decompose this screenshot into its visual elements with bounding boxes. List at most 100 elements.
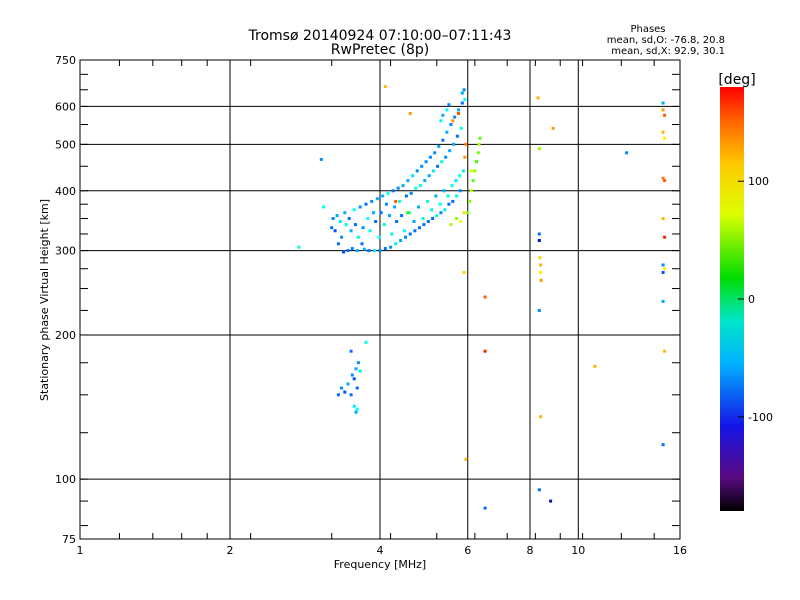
data-point — [460, 101, 464, 105]
data-point — [483, 506, 487, 510]
data-point — [355, 407, 359, 411]
data-point — [536, 96, 540, 100]
data-point — [537, 488, 541, 492]
data-point — [346, 382, 350, 386]
data-point — [367, 249, 371, 253]
data-point — [344, 223, 348, 227]
data-point — [423, 179, 427, 183]
data-point — [368, 229, 372, 233]
data-point — [338, 220, 342, 223]
data-point — [625, 151, 629, 155]
x-tick-label: 6 — [464, 544, 471, 557]
data-point — [661, 443, 665, 447]
data-point — [354, 367, 358, 371]
colorbar-tick-label: 100 — [748, 175, 769, 188]
data-point — [371, 211, 375, 215]
data-point — [297, 245, 301, 249]
data-point — [375, 197, 379, 201]
data-point — [447, 103, 451, 107]
data-point — [425, 199, 429, 203]
data-point — [463, 155, 467, 159]
data-point — [539, 278, 543, 282]
colorbar-tick-label: 0 — [748, 293, 755, 306]
data-point — [458, 174, 462, 178]
data-point — [468, 199, 471, 203]
data-point — [346, 249, 350, 253]
data-point — [366, 217, 370, 220]
data-point — [361, 226, 365, 230]
data-point — [549, 499, 553, 503]
data-point — [663, 235, 667, 239]
data-point — [424, 160, 428, 164]
data-point — [663, 136, 667, 140]
data-point — [396, 186, 400, 190]
stats-o-line: mean, sd,O: -76.8, 20.8 — [607, 35, 725, 46]
data-point — [451, 199, 455, 203]
data-point — [661, 263, 665, 267]
data-point — [331, 217, 335, 220]
data-point — [459, 126, 463, 130]
stats-heading: Phases — [630, 24, 665, 35]
x-tick-label: 4 — [377, 544, 384, 557]
data-point — [383, 85, 387, 89]
data-point — [661, 299, 665, 303]
data-point — [663, 179, 667, 183]
data-point — [349, 229, 353, 233]
data-point — [408, 232, 412, 236]
data-point — [663, 113, 667, 117]
data-point — [448, 149, 452, 153]
data-point — [661, 130, 665, 134]
data-point — [537, 239, 541, 242]
data-point — [333, 229, 337, 233]
data-point — [661, 271, 665, 274]
data-point — [389, 245, 393, 249]
data-point — [661, 217, 665, 220]
x-tick-label: 16 — [673, 544, 687, 557]
data-point — [483, 295, 487, 299]
data-point — [445, 130, 449, 134]
data-point — [393, 205, 397, 209]
data-point — [349, 393, 353, 397]
data-point — [449, 123, 453, 126]
data-point — [356, 361, 360, 365]
data-point — [335, 214, 339, 218]
data-point — [374, 220, 378, 223]
data-point — [537, 309, 541, 312]
data-point — [418, 184, 422, 188]
data-point — [451, 119, 455, 123]
data-point — [352, 377, 356, 381]
data-point — [391, 189, 395, 193]
data-point — [439, 119, 443, 123]
y-tick-label: 400 — [55, 185, 76, 198]
data-point — [401, 184, 405, 188]
data-point — [343, 390, 347, 394]
data-point — [476, 151, 480, 155]
data-point — [336, 393, 340, 397]
data-point — [370, 199, 374, 203]
data-point — [438, 202, 442, 206]
data-point — [415, 169, 419, 173]
data-point — [661, 176, 665, 180]
data-point — [452, 142, 456, 146]
data-point — [446, 194, 450, 198]
data-point — [478, 136, 482, 140]
data-point — [383, 247, 387, 250]
data-point — [421, 217, 425, 220]
data-point — [364, 202, 368, 206]
data-point — [475, 160, 479, 164]
data-point — [442, 189, 446, 193]
stats-x-line: mean, sd,X: 92.9, 30.1 — [611, 46, 725, 57]
data-point — [350, 247, 354, 250]
data-point — [434, 194, 438, 198]
data-point — [445, 108, 449, 112]
data-point — [458, 189, 462, 193]
data-point — [347, 217, 351, 220]
x-tick-label: 10 — [571, 544, 585, 557]
data-point — [466, 211, 470, 215]
colorbar-tick-label: -100 — [748, 411, 773, 424]
data-point — [352, 404, 356, 408]
data-point — [350, 373, 354, 377]
data-point — [537, 232, 541, 236]
data-point — [458, 220, 462, 223]
